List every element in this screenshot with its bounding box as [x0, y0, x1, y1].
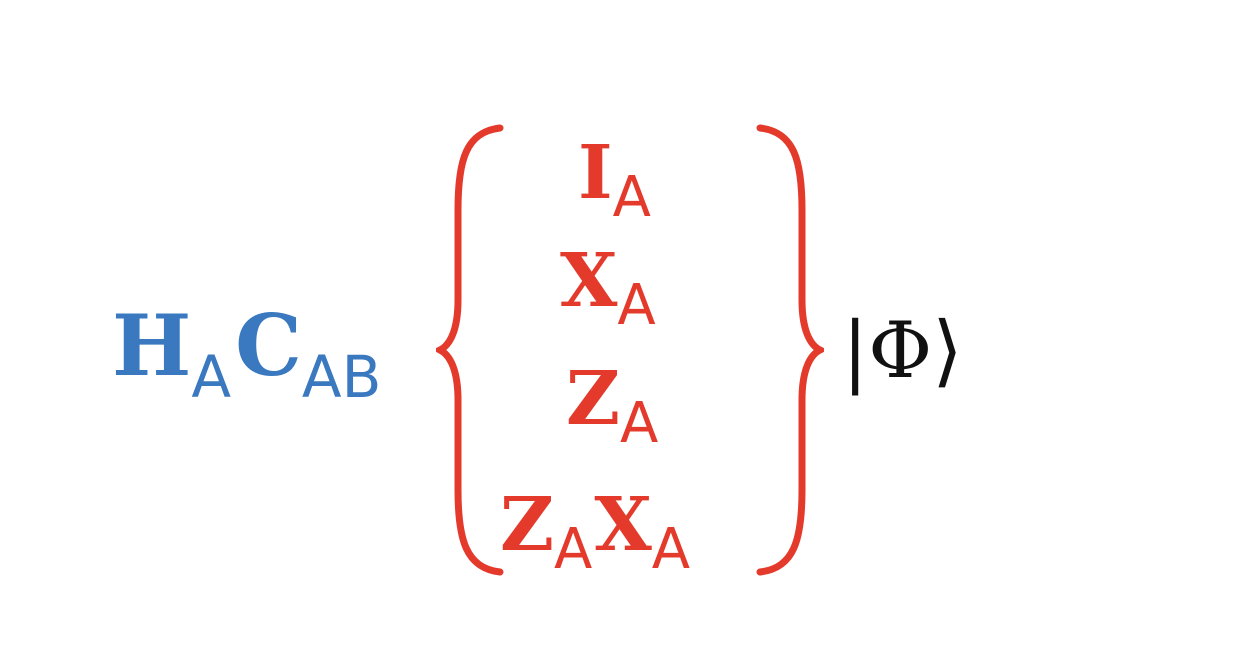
- pauli-subscript: A: [554, 517, 593, 582]
- hadamard-symbol: H: [112, 296, 192, 395]
- pauli-subscript: A: [612, 165, 651, 230]
- cnot-subscript: AB: [301, 343, 382, 411]
- left-brace: [436, 124, 504, 576]
- pauli-subscript: A: [617, 273, 656, 338]
- pauli-symbol: Z: [566, 356, 621, 442]
- pauli-symbol: Z: [500, 482, 555, 568]
- pauli-term-i: IA: [578, 136, 651, 226]
- pauli-term-x: XA: [560, 244, 656, 334]
- pauli-symbol: X: [594, 482, 652, 568]
- pauli-symbol: X: [560, 238, 618, 324]
- state-ket: |Φ⟩: [842, 312, 963, 390]
- hadamard-subscript: A: [191, 343, 232, 411]
- pauli-term-zx: ZAXA: [500, 488, 690, 578]
- right-brace: [756, 124, 824, 576]
- pauli-subscript: A: [620, 391, 659, 456]
- pauli-symbol: I: [578, 130, 613, 216]
- ket-open-bar: |: [842, 306, 869, 396]
- pauli-term-z: ZA: [566, 362, 658, 452]
- cnot-symbol: C: [235, 296, 302, 395]
- ket-close-angle: ⟩: [932, 306, 963, 396]
- pauli-subscript: A: [651, 517, 691, 582]
- phi-symbol: Φ: [868, 306, 933, 396]
- operator-group: HACAB: [112, 304, 381, 407]
